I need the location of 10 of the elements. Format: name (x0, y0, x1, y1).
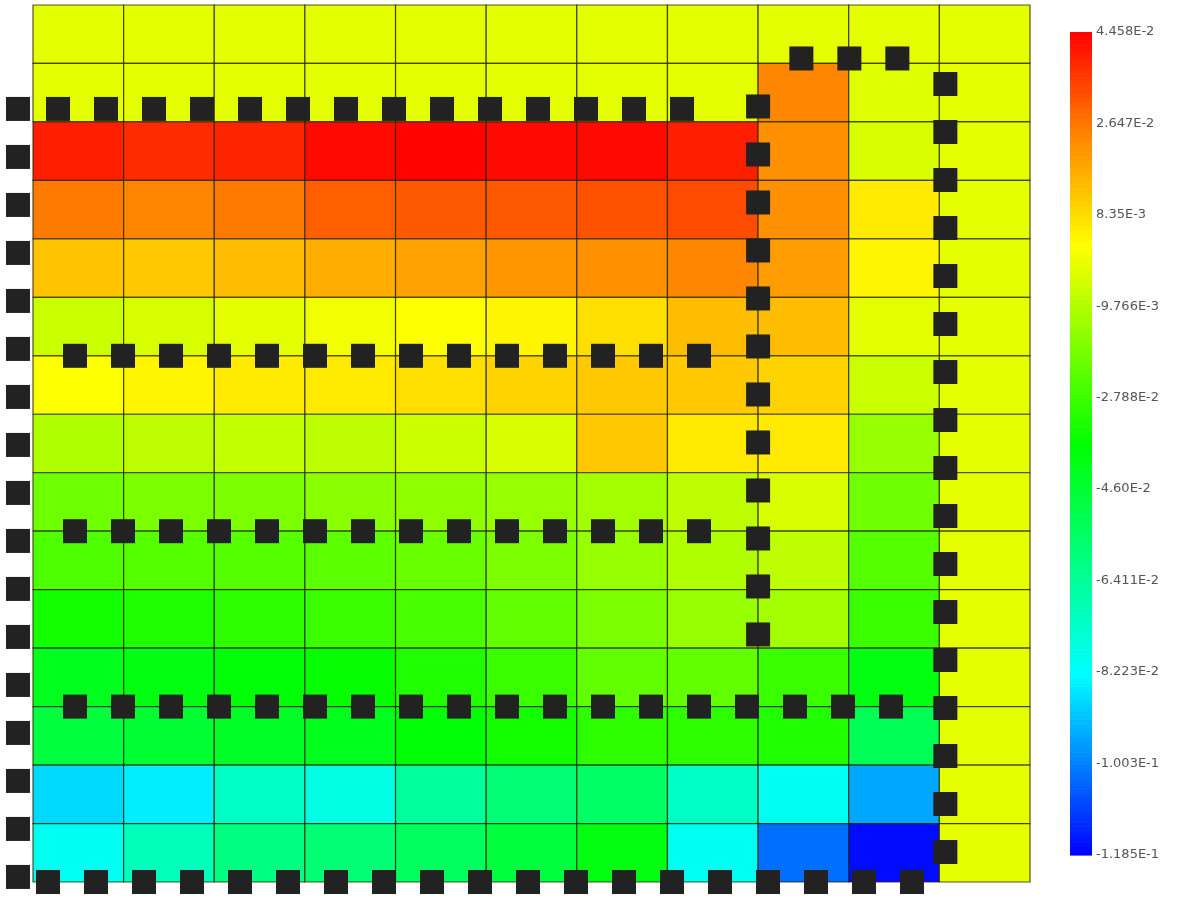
color-bar-label: -6.411E-2 (1096, 571, 1160, 587)
color-bar-label: -1.003E-1 (1096, 754, 1160, 770)
color-bar-label: -9.766E-3 (1096, 297, 1160, 313)
color-bar-label: -1.185E-1 (1096, 846, 1160, 862)
color-bar-label: 8.35E-3 (1096, 206, 1147, 222)
color-bar-label: -4.60E-2 (1096, 480, 1151, 496)
color-bar-label: 4.458E-2 (1096, 23, 1155, 39)
color-bar-label: -8.223E-2 (1096, 663, 1160, 679)
color-bar-label: 2.647E-2 (1096, 114, 1155, 130)
color-bar-label: -2.788E-2 (1096, 389, 1160, 405)
